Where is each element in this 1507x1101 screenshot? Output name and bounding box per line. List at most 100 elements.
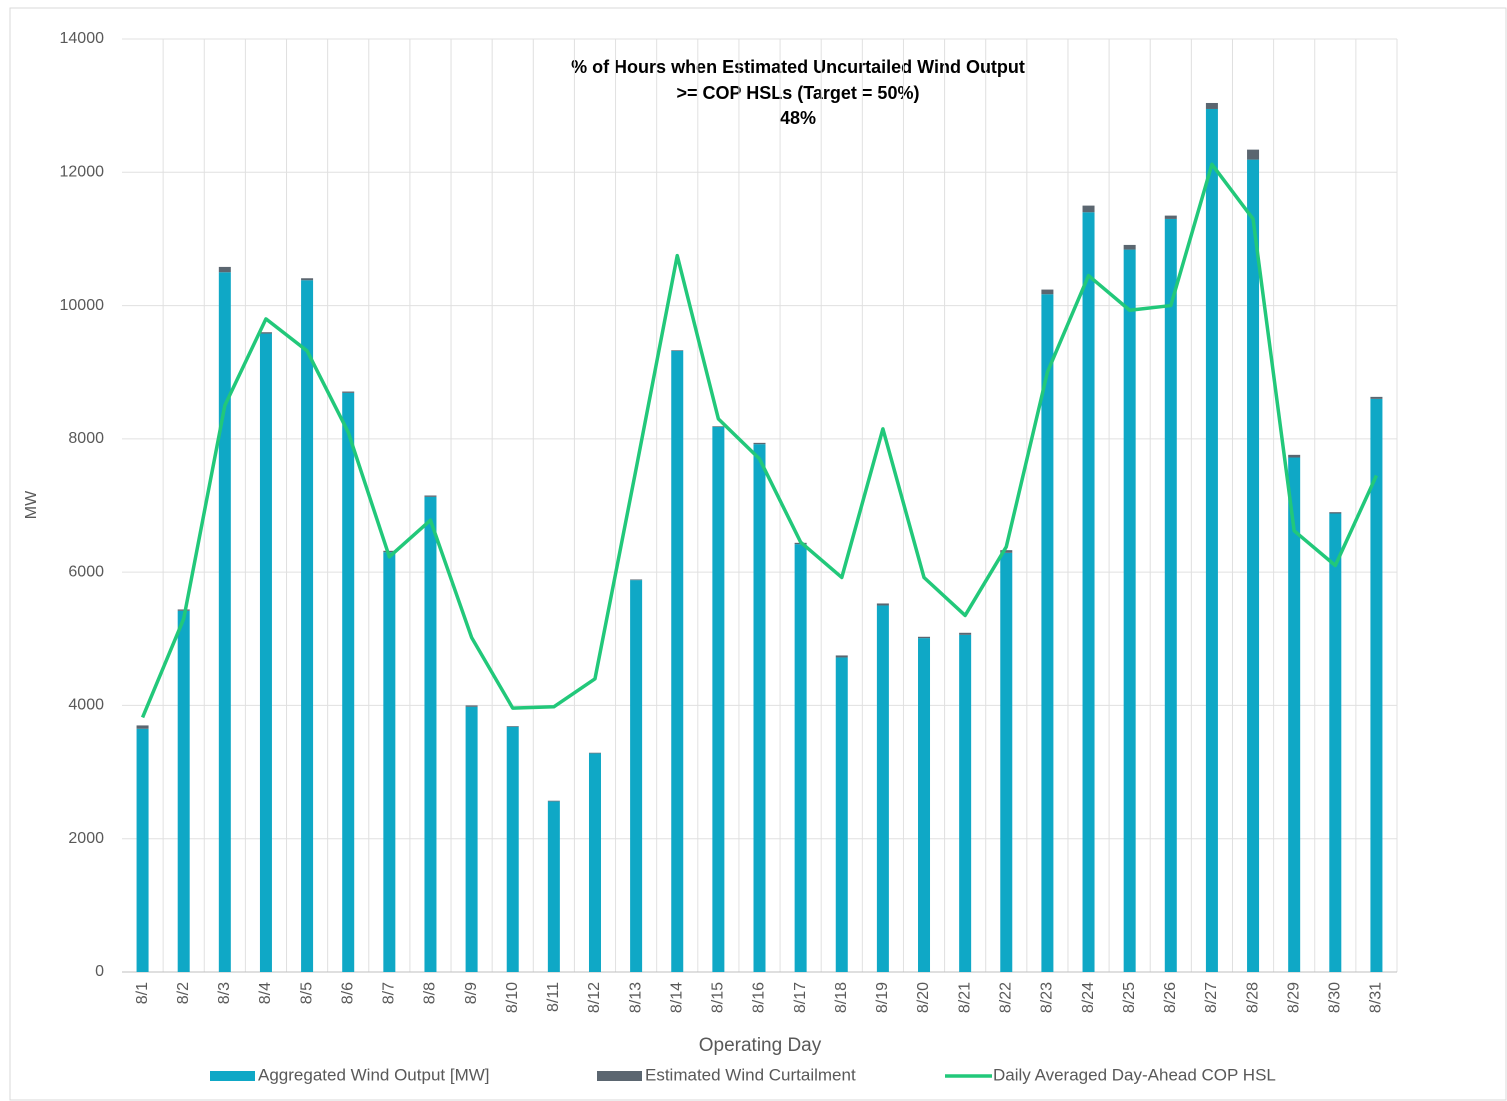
x-tick-label: 8/20 (915, 982, 932, 1013)
bar (465, 705, 478, 707)
bar (1205, 102, 1218, 109)
x-tick-label: 8/27 (1203, 982, 1220, 1013)
bar (259, 333, 272, 973)
x-tick-label: 8/15 (710, 982, 727, 1013)
bar (1000, 550, 1013, 553)
x-tick-label: 8/1 (134, 982, 151, 1004)
bar (342, 391, 355, 393)
bar (753, 444, 766, 972)
legend-label: Daily Averaged Day-Ahead COP HSL (993, 1065, 1276, 1084)
x-tick-label: 8/9 (463, 982, 480, 1004)
bar (1123, 249, 1136, 972)
bar (1123, 244, 1136, 250)
bar (1041, 289, 1054, 295)
bar (630, 579, 643, 581)
bar (1082, 205, 1095, 213)
chart-title: % of Hours when Estimated Uncurtailed Wi… (571, 57, 1025, 77)
x-tick-label: 8/5 (298, 982, 315, 1004)
x-tick-label: 8/28 (1244, 982, 1261, 1013)
bar (1247, 149, 1260, 160)
bar (1370, 396, 1383, 399)
chart-title: 48% (780, 108, 816, 128)
x-tick-label: 8/25 (1121, 982, 1138, 1013)
bar (835, 655, 848, 658)
x-tick-label: 8/3 (216, 982, 233, 1004)
y-axis-label: MW (23, 490, 40, 519)
bar (506, 726, 519, 727)
bar (136, 728, 149, 972)
bar (342, 392, 355, 973)
bar (1205, 108, 1218, 973)
x-tick-label: 8/18 (833, 982, 850, 1013)
x-tick-label: 8/29 (1285, 982, 1302, 1013)
bar (383, 552, 396, 972)
bar (588, 753, 601, 972)
x-tick-label: 8/30 (1327, 982, 1344, 1013)
bar (1164, 218, 1177, 972)
bar (876, 605, 889, 972)
bar (1288, 457, 1301, 972)
bar (1247, 159, 1260, 973)
bar (547, 800, 560, 802)
x-tick-label: 8/17 (792, 982, 809, 1013)
y-tick-label: 2000 (68, 830, 104, 847)
x-tick-label: 8/7 (381, 982, 398, 1004)
x-tick-label: 8/21 (956, 982, 973, 1013)
y-tick-label: 4000 (68, 697, 104, 714)
bar (506, 726, 519, 972)
x-tick-label: 8/8 (422, 982, 439, 1004)
x-axis-label: Operating Day (699, 1035, 822, 1056)
x-tick-label: 8/11 (545, 982, 562, 1012)
x-tick-label: 8/6 (339, 982, 356, 1004)
x-tick-label: 8/23 (1039, 982, 1056, 1013)
bar (588, 752, 601, 754)
y-tick-label: 14000 (60, 30, 105, 47)
bar (1288, 454, 1301, 458)
bar (918, 638, 931, 972)
bar (753, 442, 766, 445)
bar (547, 801, 560, 972)
x-tick-label: 8/24 (1080, 982, 1097, 1013)
x-tick-label: 8/19 (874, 982, 891, 1013)
bar (630, 580, 643, 972)
bar (424, 495, 437, 497)
bar (794, 544, 807, 972)
bar (1370, 398, 1383, 972)
bar (1164, 215, 1177, 219)
y-tick-label: 12000 (60, 164, 105, 181)
x-tick-label: 8/26 (1162, 982, 1179, 1013)
bar (712, 426, 725, 427)
bar (1329, 512, 1342, 514)
x-tick-label: 8/2 (175, 982, 192, 1004)
legend-label: Aggregated Wind Output [MW] (258, 1065, 490, 1084)
bar (918, 636, 931, 639)
x-tick-label: 8/31 (1368, 982, 1385, 1013)
chart-title: >= COP HSLs (Target = 50%) (677, 83, 920, 103)
bar (712, 426, 725, 972)
y-tick-label: 6000 (68, 563, 104, 580)
bar (671, 350, 684, 351)
bar (259, 332, 272, 334)
x-tick-label: 8/14 (668, 982, 685, 1013)
bar (876, 603, 889, 606)
bar (301, 278, 314, 281)
y-tick-label: 10000 (60, 297, 105, 314)
bar (1329, 513, 1342, 972)
bar (1082, 212, 1095, 972)
bar (218, 272, 231, 972)
bar (1041, 294, 1054, 972)
bar (1000, 552, 1013, 972)
bar (671, 350, 684, 973)
legend-swatch (210, 1071, 255, 1081)
x-tick-label: 8/4 (257, 982, 274, 1004)
legend-swatch (597, 1071, 642, 1081)
x-tick-label: 8/13 (627, 982, 644, 1013)
bar (136, 725, 149, 729)
x-tick-label: 8/12 (586, 982, 603, 1013)
x-tick-label: 8/22 (997, 982, 1014, 1013)
bar (835, 657, 848, 972)
line (140, 162, 1379, 719)
bar (218, 266, 231, 273)
x-tick-label: 8/10 (504, 982, 521, 1013)
